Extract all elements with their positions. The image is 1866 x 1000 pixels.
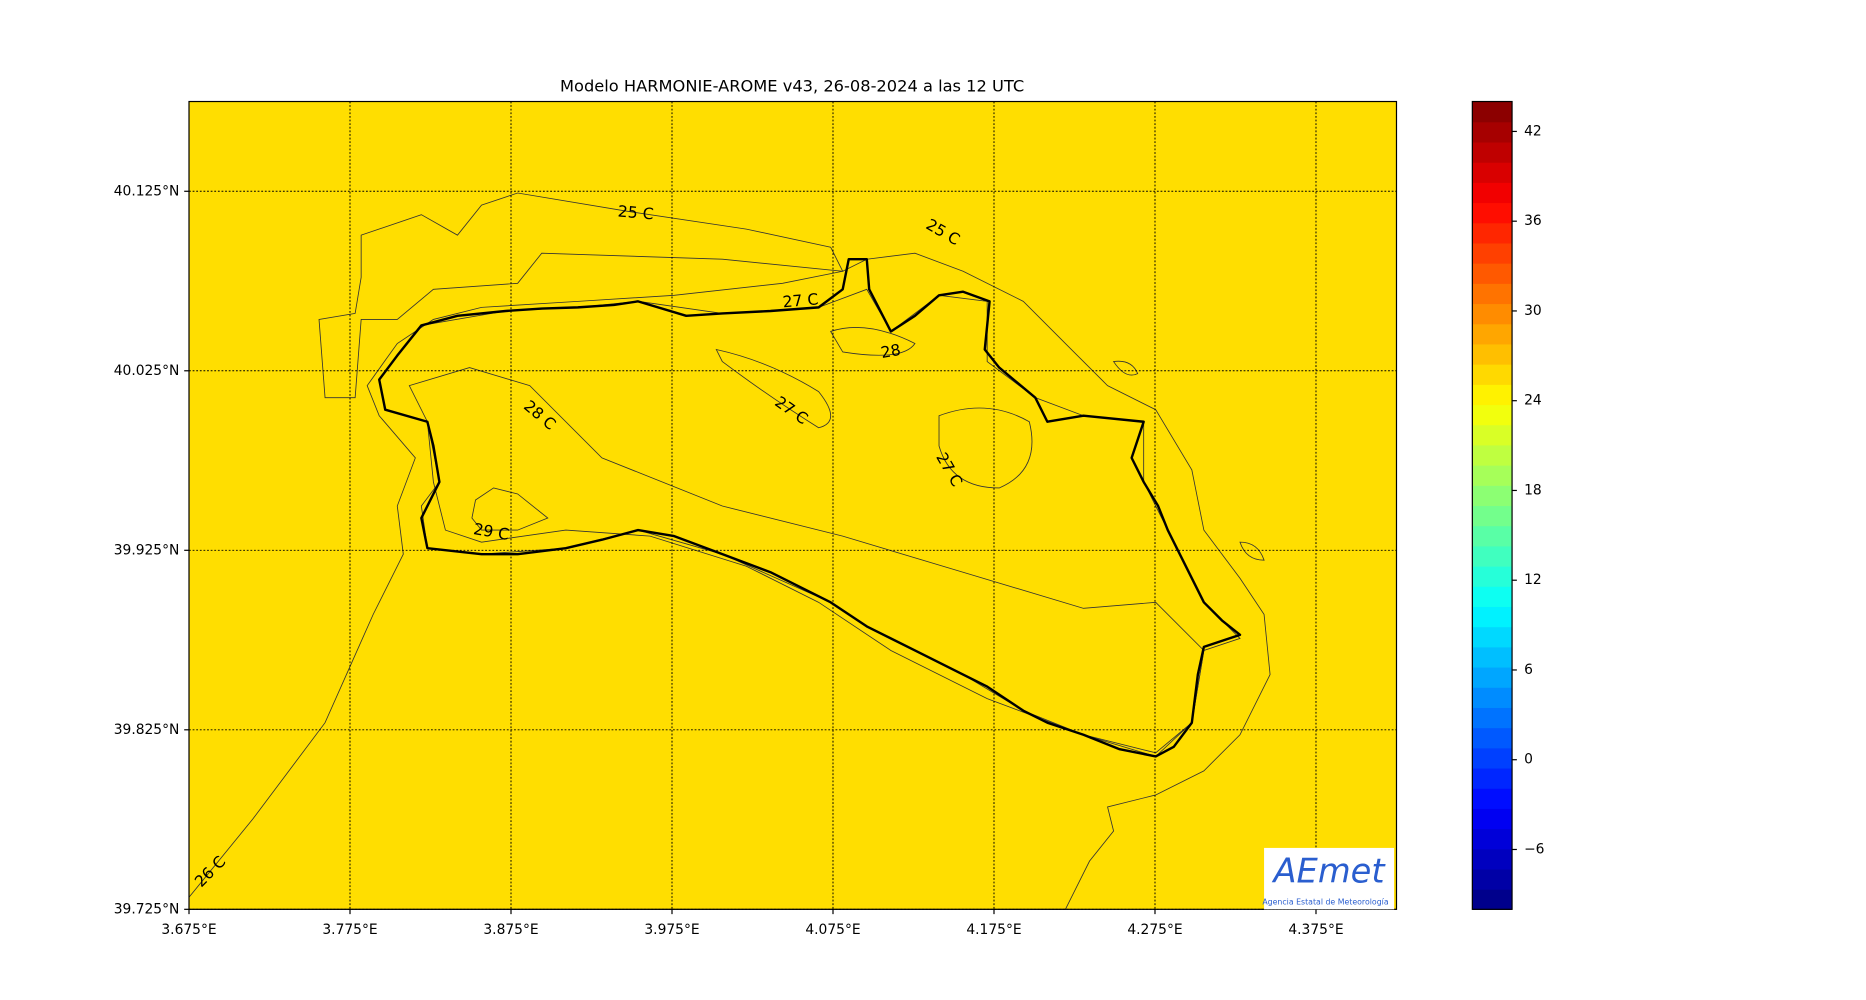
y-tick-label: 39.725°N (114, 901, 180, 917)
colorbar-step (1472, 525, 1513, 547)
contour-label: 27 C (782, 289, 819, 311)
colorbar-step (1472, 646, 1513, 668)
colorbar-step (1472, 707, 1513, 729)
warm-zone (188, 252, 1271, 910)
colorbar-tick-label: 36 (1524, 213, 1542, 229)
y-tick-label: 40.125°N (114, 183, 180, 199)
colorbar-step (1472, 868, 1513, 890)
colorbar-step (1472, 465, 1513, 486)
x-tick-label: 4.075°E (805, 922, 860, 938)
coastline (378, 258, 1242, 758)
colorbar-step (1472, 848, 1513, 870)
contour-label: 25 C (617, 201, 654, 223)
colorbar-step (1472, 202, 1513, 224)
colorbar-step (1472, 384, 1513, 406)
colorbar-tick-label: 6 (1524, 662, 1533, 678)
colorbar (1472, 101, 1513, 910)
logo-name: AEmet (1272, 852, 1387, 891)
y-tick-label: 40.025°N (114, 363, 180, 379)
colorbar-step (1472, 747, 1513, 769)
colorbar-step (1472, 222, 1513, 244)
sea-background (189, 101, 1397, 910)
logo-subtitle: Agencia Estatal de Meteorología (1262, 898, 1389, 907)
colorbar-step (1472, 424, 1513, 446)
colorbar-step (1472, 263, 1513, 284)
colorbar-step (1472, 162, 1513, 183)
map (188, 101, 1397, 910)
colorbar-step (1472, 808, 1513, 830)
colorbar-step (1472, 485, 1513, 507)
colorbar-tick-label: 42 (1524, 123, 1542, 139)
colorbar-step (1472, 343, 1513, 365)
hot-zone (408, 367, 1205, 754)
colorbar-tick-label: 24 (1524, 393, 1542, 409)
x-tick-label: 4.275°E (1127, 922, 1182, 938)
colorbar-tick-label: 30 (1524, 303, 1542, 319)
contour-label: 28 (879, 340, 902, 362)
colorbar-step (1472, 727, 1513, 749)
x-tick-label: 3.875°E (483, 922, 538, 938)
colorbar-step (1472, 767, 1513, 789)
colorbar-step (1472, 828, 1513, 850)
colorbar-tick-label: 18 (1524, 482, 1542, 498)
colorbar-step (1472, 505, 1513, 527)
colorbar-step (1472, 889, 1513, 910)
x-tick-label: 4.375°E (1288, 922, 1343, 938)
colorbar-step (1472, 586, 1513, 607)
y-tick-label: 39.825°N (114, 722, 180, 738)
map-frame (188, 100, 1398, 910)
logo-box (1264, 847, 1395, 910)
colorbar-tick-label: 0 (1524, 752, 1533, 768)
colorbar-step (1472, 182, 1513, 204)
cool-zone (318, 192, 844, 399)
colorbar-step (1472, 788, 1513, 809)
map-title: Modelo HARMONIE-AROME v43, 26-08-2024 a … (560, 77, 1024, 96)
colorbar-step (1472, 323, 1513, 345)
colorbar-tick-label: 12 (1524, 572, 1542, 588)
colorbar-step (1472, 606, 1513, 628)
x-tick-label: 3.675°E (161, 922, 216, 938)
logo: AEmet Agencia Estatal de Meteorología (1262, 847, 1395, 910)
colorbar-step (1472, 303, 1513, 325)
x-tick-label: 3.775°E (322, 922, 377, 938)
colorbar-frame (1471, 100, 1513, 910)
colorbar-step (1472, 404, 1513, 426)
colorbar-step (1472, 444, 1513, 466)
colorbar-tick-label: −6 (1524, 841, 1544, 857)
colorbar-step (1472, 101, 1513, 123)
colorbar-step (1472, 566, 1513, 587)
hottest-zone (471, 487, 549, 531)
contour (715, 327, 1265, 561)
colorbar-step (1472, 283, 1513, 305)
y-tick-label: 39.925°N (114, 542, 180, 558)
x-tick-label: 4.175°E (966, 922, 1021, 938)
colorbar-step (1472, 141, 1513, 163)
colorbar-step (1472, 687, 1513, 708)
colorbar-step (1472, 121, 1513, 143)
colorbar-step (1472, 364, 1513, 385)
colorbar-step (1472, 666, 1513, 688)
colorbar-step (1472, 242, 1513, 264)
x-tick-label: 3.975°E (644, 922, 699, 938)
colorbar-step (1472, 626, 1513, 648)
colorbar-step (1472, 545, 1513, 567)
